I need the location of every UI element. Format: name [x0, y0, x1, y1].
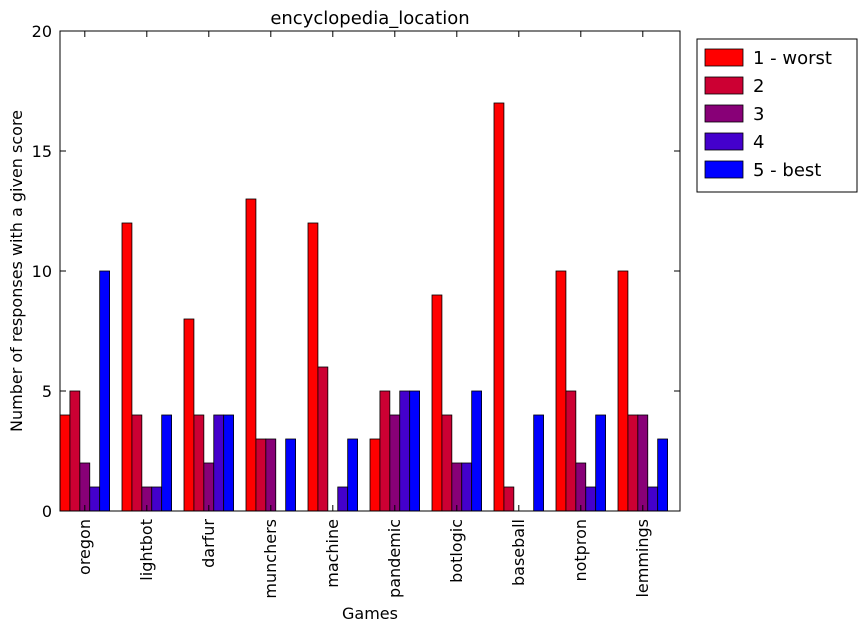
plot-frame — [59, 30, 681, 512]
bar-pandemic-series-1 — [369, 438, 381, 512]
bar-lemmings-series-4 — [647, 486, 659, 512]
legend-swatch-1 — [704, 48, 744, 67]
bar-pandemic-series-5 — [409, 390, 420, 512]
bar-pandemic-series-2 — [379, 390, 391, 512]
bar-pandemic-series-3 — [389, 414, 401, 512]
bar-darfur-series-2 — [193, 414, 205, 512]
bar-machine-series-5 — [347, 438, 358, 512]
bar-lemmings-series-2 — [627, 414, 639, 512]
y-tick-label: 15 — [32, 142, 52, 161]
x-tick-label-oregon: oregon — [75, 519, 94, 575]
bar-notpron-series-5 — [595, 414, 606, 512]
bar-machine-series-2 — [317, 366, 329, 512]
bar-lemmings-series-5 — [657, 438, 668, 512]
bar-darfur-series-1 — [183, 318, 195, 512]
bars-group — [59, 102, 668, 512]
x-axis: oregon lightbot darfur munchers machine pande… — [75, 31, 652, 599]
x-tick-label-lightbot: lightbot — [137, 519, 156, 581]
bar-baseball-series-1 — [493, 102, 505, 512]
bar-botlogic-series-1 — [431, 294, 443, 512]
bar-oregon-series-3 — [79, 462, 91, 512]
bar-darfur-series-4 — [213, 414, 225, 512]
bar-oregon-series-2 — [69, 390, 81, 512]
bar-pandemic-series-4 — [399, 390, 411, 512]
legend-swatch-2 — [704, 76, 744, 95]
bar-botlogic-series-5 — [471, 390, 482, 512]
legend-label-2: 2 — [753, 76, 764, 97]
bar-lightbot-series-5 — [161, 414, 172, 512]
legend-label-5: 5 - best — [753, 160, 821, 181]
x-tick-label-botlogic: botlogic — [447, 519, 466, 583]
legend-swatch-3 — [704, 104, 744, 123]
bar-lightbot-series-1 — [121, 222, 133, 512]
bar-notpron-series-2 — [565, 390, 577, 512]
y-tick-label: 10 — [32, 262, 52, 281]
x-tick-label-pandemic: pandemic — [385, 519, 404, 598]
bar-oregon-series-1 — [59, 414, 71, 512]
y-tick-label: 5 — [42, 382, 52, 401]
x-axis-label: Games — [342, 604, 398, 623]
x-tick-label-lemmings: lemmings — [633, 519, 652, 598]
legend-swatch-5 — [704, 160, 744, 179]
bar-oregon-series-5 — [99, 270, 111, 512]
y-tick-label: 20 — [32, 22, 52, 41]
y-tick-label: 0 — [42, 502, 52, 521]
bar-notpron-series-3 — [575, 462, 587, 512]
legend-swatch-4 — [704, 132, 744, 151]
bar-munchers-series-3 — [265, 438, 277, 512]
bar-munchers-series-1 — [245, 198, 257, 512]
bar-botlogic-series-4 — [461, 462, 473, 512]
x-tick-label-notpron: notpron — [571, 519, 590, 582]
bar-machine-series-1 — [307, 222, 319, 512]
bar-botlogic-series-2 — [441, 414, 453, 512]
legend-label-3: 3 — [753, 104, 764, 125]
chart-title: encyclopedia_location — [270, 8, 469, 29]
legend-label-1: 1 - worst — [753, 48, 832, 69]
bar-botlogic-series-3 — [451, 462, 463, 512]
x-tick-label-munchers: munchers — [261, 519, 280, 599]
legend-label-4: 4 — [753, 132, 764, 153]
x-tick-label-darfur: darfur — [199, 519, 218, 568]
bar-machine-series-4 — [337, 486, 349, 512]
bar-darfur-series-3 — [203, 462, 215, 512]
y-axis: 0 5 10 15 20 — [32, 22, 680, 521]
x-tick-label-baseball: baseball — [509, 519, 528, 586]
bar-darfur-series-5 — [223, 414, 234, 512]
bar-baseball-series-5 — [533, 414, 544, 512]
bar-notpron-series-4 — [585, 486, 597, 512]
legend: 1 - worst 2 3 4 5 - best — [696, 38, 858, 193]
bar-notpron-series-1 — [555, 270, 567, 512]
bar-lemmings-series-3 — [637, 414, 649, 512]
y-axis-label: Number of responses with a given score — [7, 110, 26, 432]
bar-lightbot-series-2 — [131, 414, 143, 512]
x-tick-label-machine: machine — [323, 519, 342, 588]
bar-oregon-series-4 — [89, 486, 101, 512]
bar-munchers-series-2 — [255, 438, 267, 512]
bar-lemmings-series-1 — [617, 270, 629, 512]
bar-lightbot-series-4 — [151, 486, 163, 512]
bar-munchers-series-5 — [285, 438, 296, 512]
bar-baseball-series-2 — [503, 486, 515, 512]
